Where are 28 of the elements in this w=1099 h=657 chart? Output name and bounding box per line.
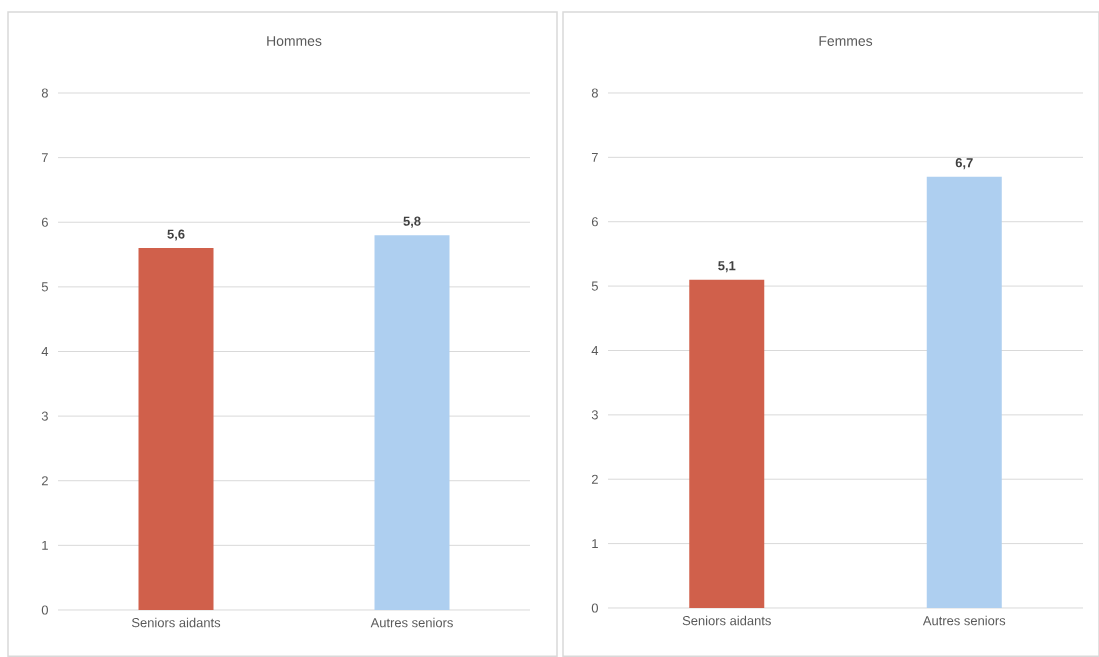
y-tick-label: 5	[591, 281, 598, 291]
y-tick-label: 4	[41, 347, 49, 356]
y-tick-label: 1	[592, 539, 598, 549]
y-tick-label: 3	[41, 411, 48, 421]
y-tick-label: 8	[41, 88, 48, 98]
data-label: 6,7	[955, 158, 973, 170]
y-tick-label: 8	[591, 88, 598, 98]
x-tick-label: Seniors aidants	[682, 615, 771, 626]
y-tick-label: 2	[591, 474, 598, 484]
y-tick-label: 3	[591, 410, 598, 420]
y-tick-label: 6	[591, 217, 598, 227]
x-tick-label: Seniors aidants	[131, 617, 221, 628]
y-tick-label: 7	[591, 152, 598, 162]
y-tick-label: 7	[41, 153, 48, 163]
data-label: 5,8	[403, 216, 421, 228]
y-tick-label: 2	[41, 476, 48, 486]
y-tick-label: 5	[41, 282, 48, 292]
x-tick-label: Autres seniors	[370, 617, 453, 628]
data-label: 5,6	[167, 229, 185, 241]
x-tick-label: Autres seniors	[922, 615, 1006, 626]
y-tick-label: 6	[41, 217, 48, 227]
chart-title: Femmes	[819, 36, 873, 46]
y-tick-label: 0	[591, 603, 598, 613]
chart-title: Hommes	[267, 36, 322, 46]
y-tick-label: 4	[591, 346, 599, 355]
data-label: 5,1	[718, 261, 736, 273]
y-tick-label: 0	[41, 605, 48, 615]
y-tick-label: 1	[42, 540, 48, 550]
